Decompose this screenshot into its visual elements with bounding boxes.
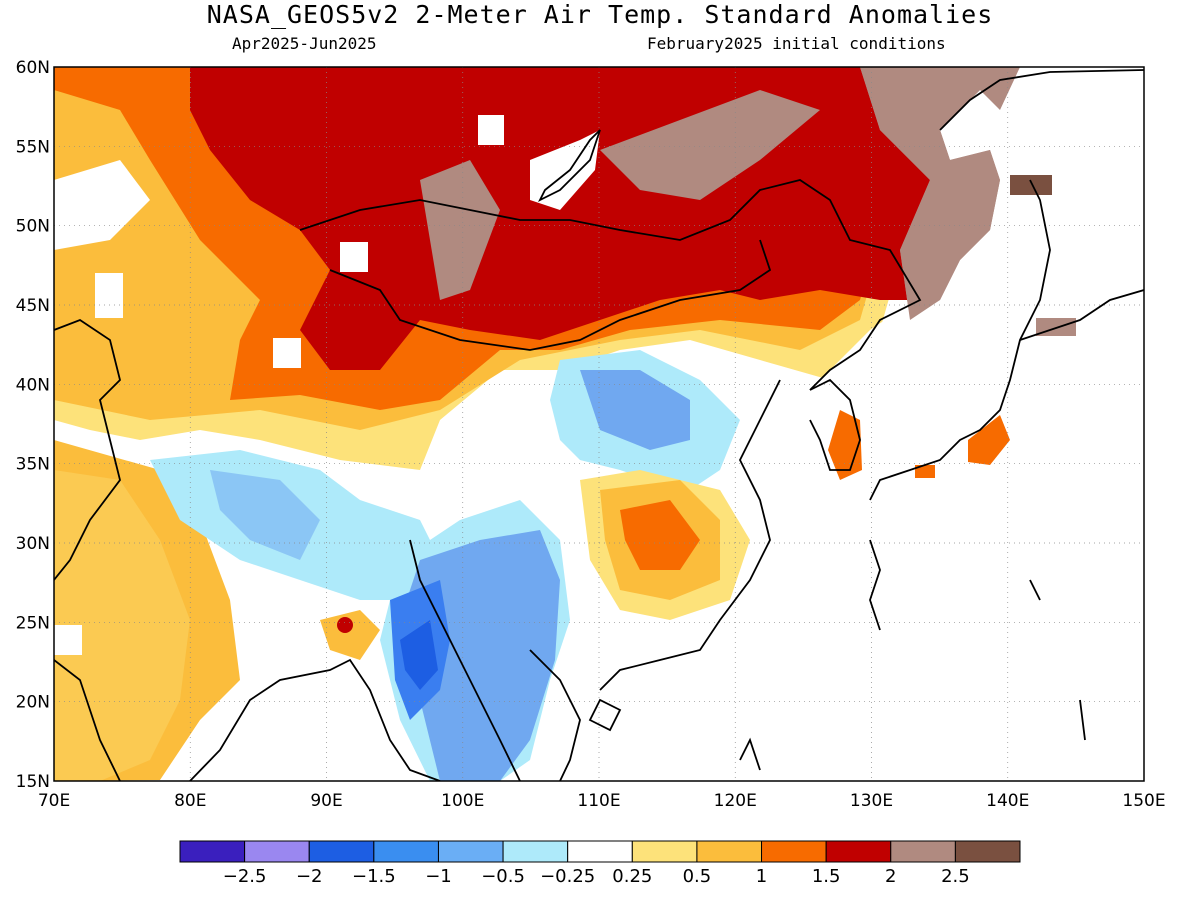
latitude-label: 15N — [16, 772, 50, 792]
chart-title: NASA_GEOS5v2 2-Meter Air Temp. Standard … — [206, 0, 994, 29]
colorbar-swatch — [373, 840, 439, 863]
latitude-label: 30N — [16, 534, 50, 554]
longitude-labels: 70E 80E 90E 100E 110E 120E 130E 140E 150E — [38, 791, 1166, 811]
colorbar-swatch — [631, 840, 698, 863]
colorbar-label: 1 — [756, 866, 767, 887]
colorbar-label: −2 — [296, 866, 323, 887]
longitude-label: 150E — [1122, 791, 1165, 811]
longitude-label: 140E — [986, 791, 1029, 811]
forecast-period: Apr2025-Jun2025 — [232, 34, 377, 53]
colorbar-label: −0.5 — [481, 866, 525, 887]
longitude-label: 80E — [174, 791, 206, 811]
coastlines-borders — [54, 69, 1144, 781]
latitude-label: 60N — [16, 58, 50, 78]
latitude-label: 40N — [16, 375, 50, 395]
anomaly-fields — [54, 67, 1144, 781]
colorbar-labels: −2.5 −2 −1.5 −1 −0.5 −0.25 0.25 0.5 1 1.5 2 2.5 — [223, 866, 970, 887]
colorbar-swatch — [308, 840, 375, 863]
latitude-label: 20N — [16, 693, 50, 713]
colorbar-label: 2 — [885, 866, 896, 887]
latitude-label: 35N — [16, 455, 50, 475]
colorbar-swatch — [567, 840, 633, 863]
colorbar-label: 0.25 — [612, 866, 652, 887]
initial-conditions: February2025 initial conditions — [647, 34, 946, 53]
map-frame — [53, 66, 1145, 782]
colorbar-label: −1.5 — [352, 866, 396, 887]
colorbar-swatch — [761, 840, 827, 863]
colorbar-swatch — [437, 840, 504, 863]
colorbar-swatch — [696, 840, 763, 863]
colorbar-label: 1.5 — [812, 866, 841, 887]
colorbar-swatch — [825, 840, 892, 863]
longitude-label: 120E — [714, 791, 757, 811]
colorbar-label: 0.5 — [683, 866, 712, 887]
latitude-labels: 60N 55N 50N 45N 40N 35N 30N 25N 20N 15N — [16, 58, 50, 792]
colorbar-swatch — [179, 840, 246, 863]
longitude-label: 130E — [850, 791, 893, 811]
longitude-label: 110E — [577, 791, 620, 811]
latitude-label: 55N — [16, 137, 50, 157]
latitude-label: 25N — [16, 613, 50, 633]
colorbar-swatch — [954, 840, 1021, 863]
latitude-label: 45N — [16, 296, 50, 316]
longitude-label: 70E — [38, 791, 70, 811]
longitude-label: 90E — [310, 791, 342, 811]
latitude-label: 50N — [16, 217, 50, 237]
colorbar — [179, 840, 1021, 863]
colorbar-label: −0.25 — [540, 866, 595, 887]
colorbar-swatch — [502, 840, 569, 863]
colorbar-label: −1 — [425, 866, 452, 887]
colorbar-swatch — [890, 840, 956, 863]
colorbar-label: 2.5 — [941, 866, 970, 887]
longitude-label: 100E — [441, 791, 484, 811]
colorbar-label: −2.5 — [223, 866, 267, 887]
colorbar-swatch — [244, 840, 310, 863]
